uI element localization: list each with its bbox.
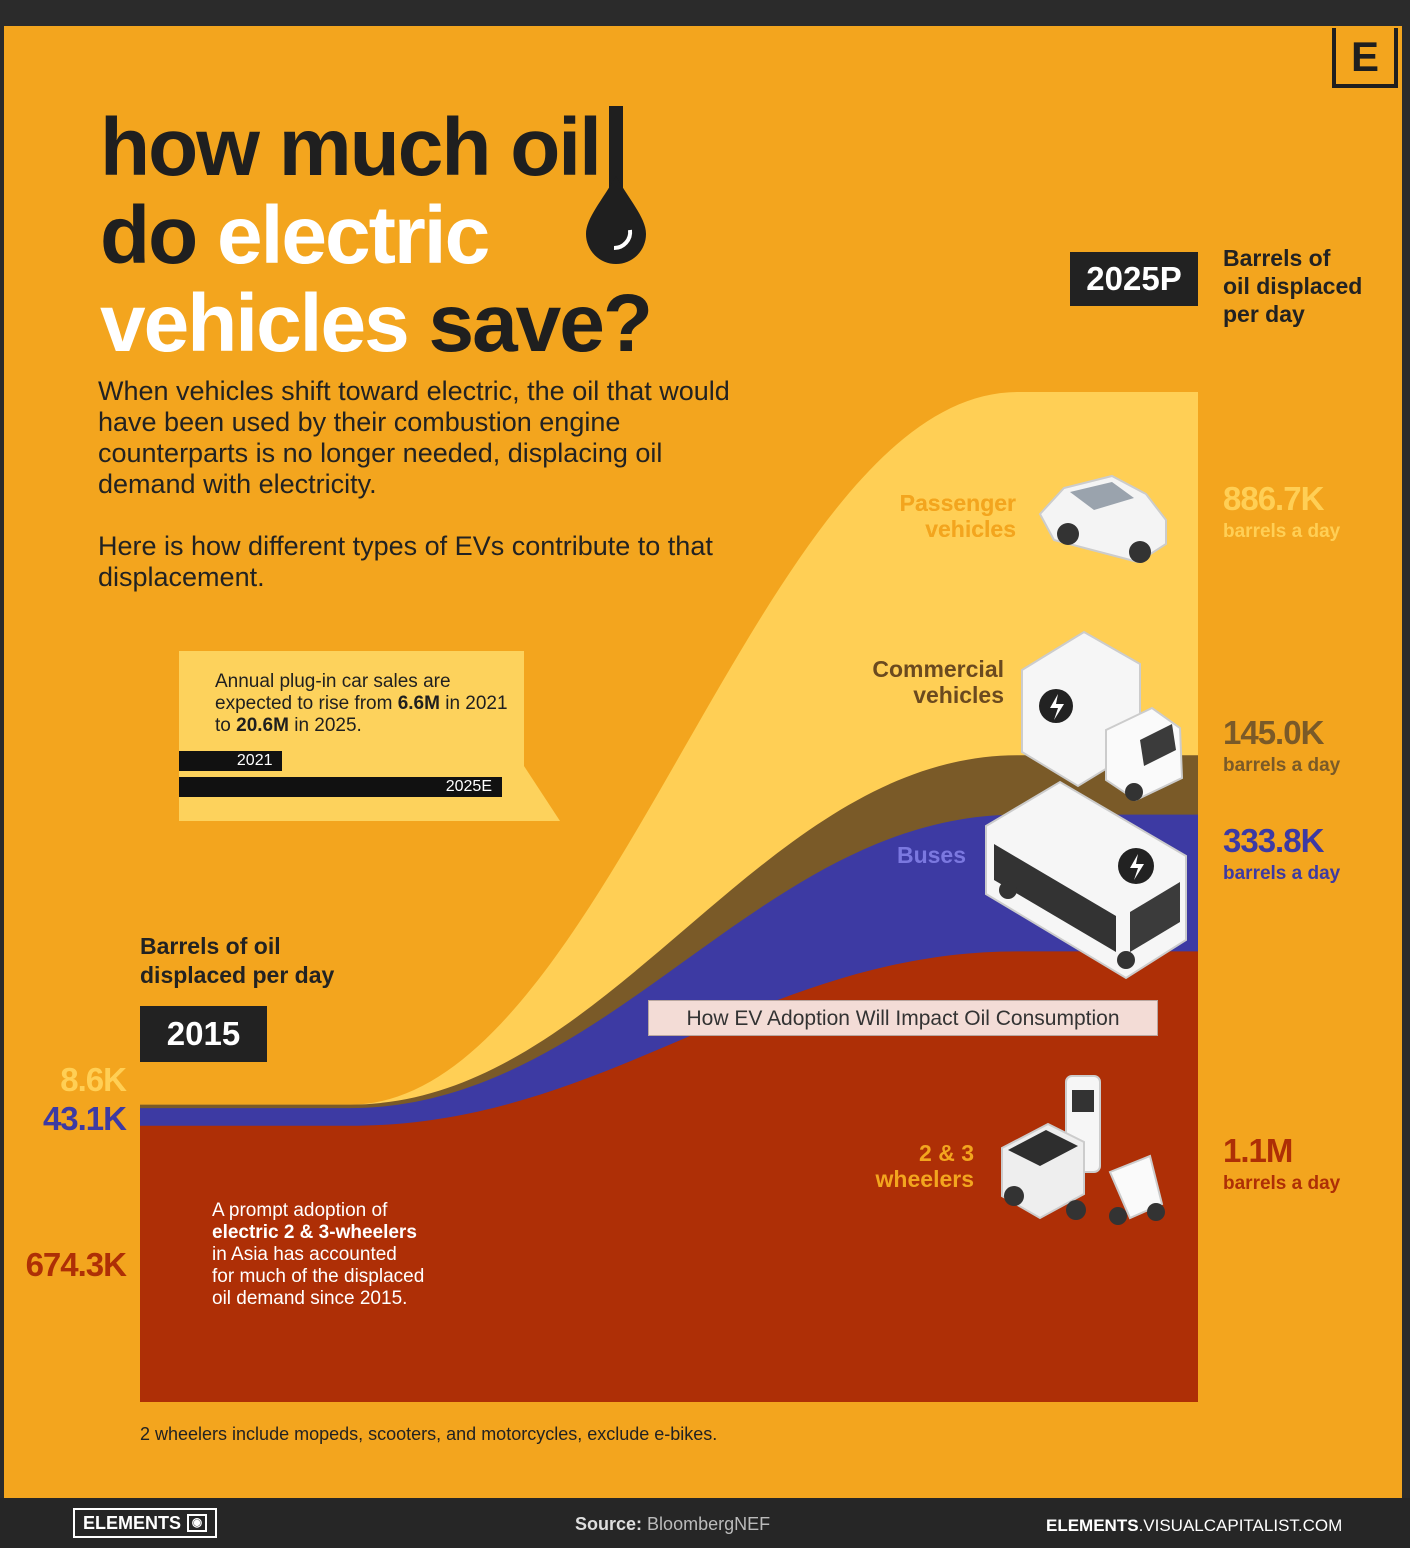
brand-e-logo: E: [1332, 28, 1398, 88]
callout-2025-value: 20.6M: [236, 715, 289, 736]
raccoon-icon: ◉: [187, 1514, 208, 1532]
intro-paragraph: When vehicles shift toward electric, the…: [98, 376, 730, 499]
callout-pointer: [524, 766, 560, 821]
callout-text-c: in 2025.: [288, 715, 362, 736]
year-2015-badge: 2015: [140, 1006, 267, 1062]
unit-commercial: barrels a day: [1223, 755, 1341, 776]
car-icon: [1038, 474, 1167, 564]
label-buses: Buses: [896, 842, 966, 868]
unit-buses: barrels a day: [1223, 863, 1341, 884]
source-credit: Source: BloombergNEF: [575, 1514, 770, 1535]
bus-icon: [985, 780, 1187, 980]
note-line-3: in Asia has accounted: [212, 1244, 397, 1265]
note-line-5: oil demand since 2015.: [212, 1288, 408, 1309]
stacked-area-chart: [140, 106, 1198, 1402]
title-line-2b: electric: [216, 190, 490, 281]
right-axis-heading-2: oil displaced: [1223, 273, 1363, 299]
oil-drop-icon: [586, 106, 646, 264]
label-wheelers-2: wheelers: [875, 1166, 974, 1192]
label-commercial-1: Commercial: [872, 656, 1004, 682]
value-2015-commercial: 8.6K: [60, 1061, 127, 1098]
elements-logo[interactable]: ELEMENTS ◉: [73, 1508, 218, 1538]
elements-logo-text: ELEMENTS: [83, 1513, 182, 1533]
label-commercial-2: vehicles: [913, 682, 1004, 708]
footnote: 2 wheelers include mopeds, scooters, and…: [140, 1424, 718, 1444]
label-passenger-2: vehicles: [925, 516, 1016, 542]
year-2025p-badge: 2025P: [1070, 252, 1198, 306]
bar-2021: 2021: [179, 751, 283, 771]
note-line-2: electric 2 & 3-wheelers: [212, 1222, 417, 1243]
note-line-4: for much of the displaced: [212, 1266, 425, 1287]
callout-text-a: Annual plug-in car sales are expected to…: [215, 671, 451, 714]
value-2025-commercial: 145.0K: [1223, 714, 1324, 751]
left-axis-heading-2: displaced per day: [140, 962, 335, 988]
truck-icon: [1021, 630, 1184, 802]
value-2025-wheelers: 1.1M: [1223, 1132, 1293, 1169]
right-axis-heading: Barrels of oil displaced per day: [1223, 244, 1362, 328]
wheelers-note: A prompt adoption of electric 2 & 3-whee…: [212, 1200, 424, 1310]
intro-paragraph-2: Here is how different types of EVs contr…: [98, 531, 713, 592]
site-link[interactable]: ELEMENTS.VISUALCAPITALIST.COM: [1046, 1516, 1342, 1536]
area-wheelers: [140, 951, 1198, 1402]
callout-text: Annual plug-in car sales are expected to…: [215, 671, 515, 737]
source-name: BloombergNEF: [647, 1514, 771, 1534]
callout-text-b: in 2021 to: [215, 693, 508, 736]
value-2015-wheelers: 674.3K: [25, 1246, 127, 1283]
label-wheelers-1: 2 & 3: [919, 1140, 974, 1166]
chart-tooltip: How EV Adoption Will Impact Oil Consumpt…: [648, 1000, 1158, 1036]
title-line-1: how much oil: [100, 102, 602, 193]
title-line-3b: save?: [407, 278, 653, 369]
label-commercial-vehicles: Commercial vehicles: [872, 656, 1004, 708]
callout-2021-value: 6.6M: [397, 693, 440, 714]
bar-2025e: 2025E: [179, 777, 502, 797]
label-passenger-vehicles: Passenger vehicles: [900, 490, 1016, 542]
left-axis-heading: Barrels of oil displaced per day: [140, 932, 334, 990]
left-axis-heading-1: Barrels of oil: [140, 933, 281, 959]
unit-passenger: barrels a day: [1223, 521, 1341, 542]
footer: ELEMENTS ◉ Source: BloombergNEF ELEMENTS…: [0, 1498, 1410, 1548]
right-axis-heading-3: per day: [1223, 301, 1305, 327]
sales-callout: Annual plug-in car sales are expected to…: [179, 651, 524, 821]
value-2025-passenger: 886.7K: [1223, 480, 1324, 517]
value-2015-buses: 43.1K: [42, 1100, 127, 1137]
source-label: Source:: [575, 1514, 643, 1534]
title-line-2a: do: [100, 190, 217, 281]
label-wheelers: 2 & 3 wheelers: [876, 1140, 974, 1192]
wheelers-icon: [1001, 1075, 1165, 1225]
right-axis-heading-1: Barrels of: [1223, 245, 1331, 271]
page-title: how much oil do electric vehicles save?: [100, 102, 653, 369]
value-2025-buses: 333.8K: [1223, 822, 1324, 859]
note-line-1: A prompt adoption of: [212, 1200, 388, 1221]
label-passenger-1: Passenger: [899, 490, 1016, 516]
unit-wheelers: barrels a day: [1223, 1173, 1341, 1194]
site-rest: .VISUALCAPITALIST.COM: [1138, 1516, 1343, 1535]
top-bar: [0, 0, 1410, 26]
infographic-canvas: E how much oil do electric vehicles save…: [4, 26, 1402, 1498]
site-bold: ELEMENTS: [1046, 1516, 1139, 1535]
title-line-3a: vehicles: [100, 278, 410, 369]
